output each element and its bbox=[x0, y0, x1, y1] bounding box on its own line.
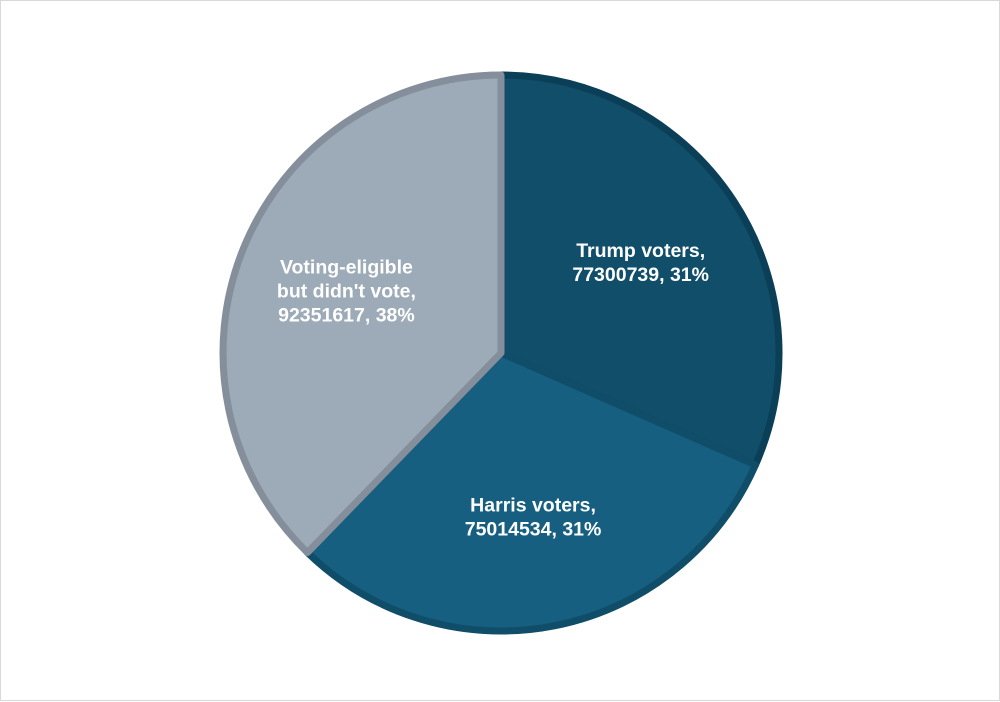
pie-slice-label-line: Trump voters, bbox=[576, 240, 705, 262]
pie-slice-label-1: Harris voters, 75014534, 31% bbox=[465, 495, 602, 541]
pie-slice-label-line: 92351617, 38% bbox=[278, 304, 415, 326]
pie-slice-label-line: Harris voters, bbox=[470, 495, 596, 517]
pie-slice-2 bbox=[219, 71, 505, 557]
pie-slice-1 bbox=[303, 349, 759, 635]
pie-slice-label-2: Voting-eligible but didn't vote, 92351617,… bbox=[277, 256, 416, 326]
pie-slice-label-line: but didn't vote, bbox=[277, 280, 416, 302]
pie-slice-label-0: Trump voters, 77300739, 31% bbox=[572, 240, 709, 286]
pie-slice-label-line: 77300739, 31% bbox=[572, 264, 709, 286]
pie-labels: Trump voters, 77300739, 31% Harris voters,… bbox=[277, 240, 709, 541]
pie-slice-label-line: Voting-eligible bbox=[280, 256, 413, 278]
pie-slice-0 bbox=[497, 71, 783, 469]
pie-slice-label-line: 75014534, 31% bbox=[465, 519, 602, 541]
pie-slices bbox=[219, 71, 783, 635]
